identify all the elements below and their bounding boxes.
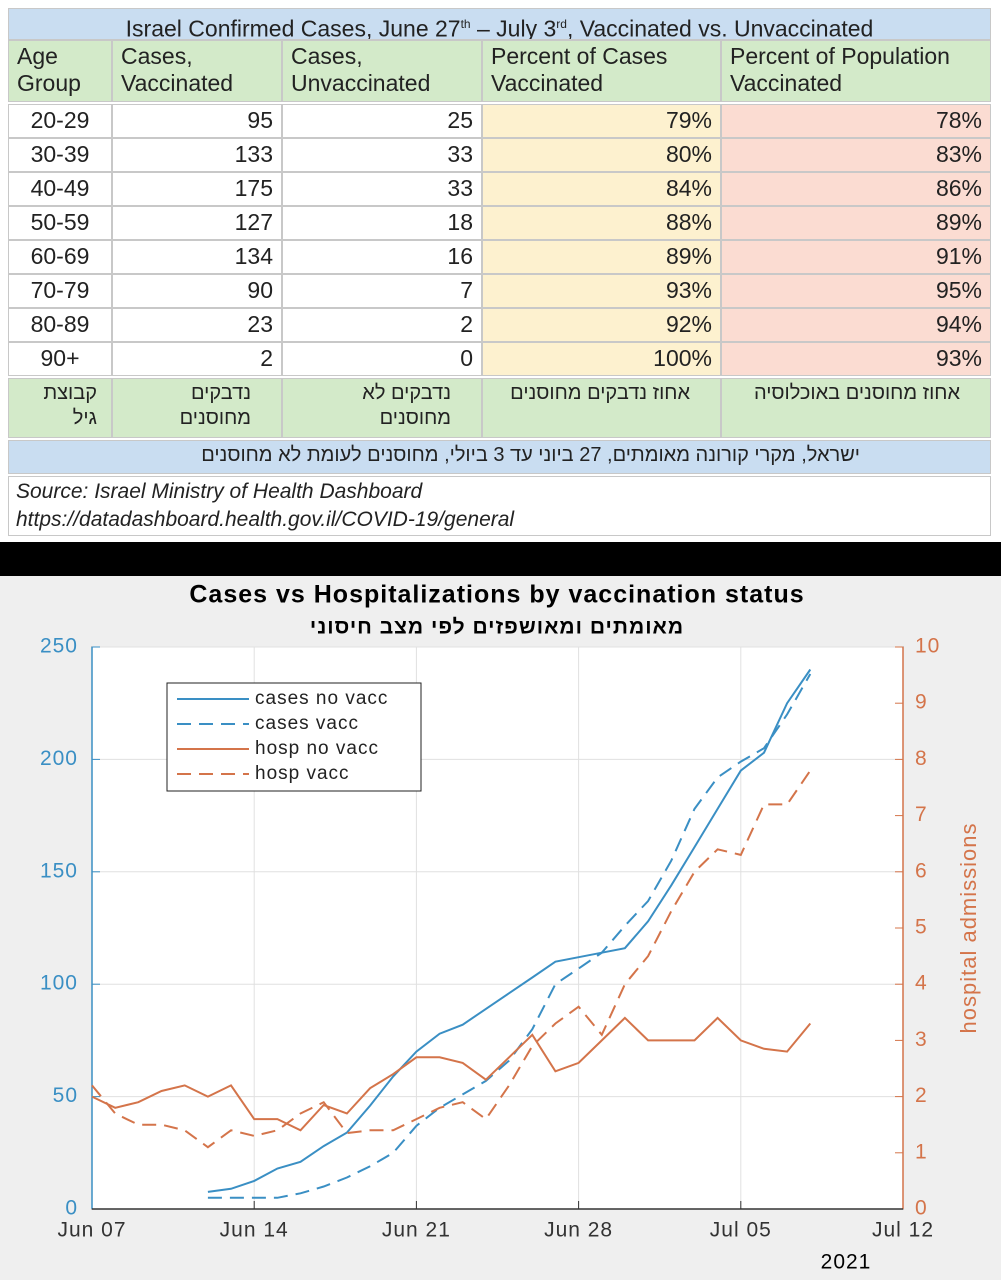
- table-cell: 7: [282, 274, 482, 308]
- table-cell: 133: [112, 138, 282, 172]
- y2-tick-label: 3: [915, 1028, 928, 1051]
- table-cell: 78%: [721, 104, 991, 138]
- y2-tick-label: 1: [915, 1140, 928, 1163]
- hebrew-header: אחוז מחוסנים באוכלוסיה: [721, 378, 991, 438]
- table-cell: 94%: [721, 308, 991, 342]
- legend-label: hosp no vacc: [255, 738, 379, 759]
- table-cell: 89%: [721, 206, 991, 240]
- title-part: , Vaccinated vs. Unvaccinated: [566, 15, 874, 40]
- table-cell: 20-29: [8, 104, 112, 138]
- table-cell: 16: [282, 240, 482, 274]
- y2-tick-label: 9: [915, 691, 928, 714]
- table-border: [8, 476, 991, 536]
- title-part: rd: [556, 17, 567, 31]
- chart: Cases vs Hospitalizations by vaccination…: [0, 576, 1001, 1280]
- series-line: [207, 668, 812, 1193]
- source-line: Source: Israel Ministry of Health Dashbo…: [16, 480, 423, 503]
- table-cell: 92%: [482, 308, 721, 342]
- hebrew-header: נדבקים מחוסנים: [112, 378, 282, 438]
- table-cell: 30-39: [8, 138, 112, 172]
- table-cell: 84%: [482, 172, 721, 206]
- table-cell: 18: [282, 206, 482, 240]
- table-cell: 91%: [721, 240, 991, 274]
- x-year-label: 2021: [821, 1251, 872, 1274]
- column-header: Age Group: [8, 40, 112, 102]
- y2-tick-label: 5: [915, 916, 928, 939]
- y2-tick-label: 7: [915, 803, 928, 826]
- table-cell: 93%: [482, 274, 721, 308]
- x-tick-label: Jun 21: [382, 1219, 451, 1242]
- table-cell: 50-59: [8, 206, 112, 240]
- y2-axis-label: hospital admissions: [956, 823, 981, 1034]
- y2-tick-label: 10: [915, 635, 940, 658]
- y-tick-label: 0: [65, 1197, 78, 1220]
- title-part: th: [460, 17, 471, 31]
- table-cell: 90: [112, 274, 282, 308]
- x-tick-label: Jun 07: [57, 1219, 126, 1242]
- y2-tick-label: 2: [915, 1084, 928, 1107]
- x-tick-label: Jul 05: [710, 1219, 772, 1242]
- y2-tick-label: 0: [915, 1197, 928, 1220]
- y-tick-label: 150: [40, 859, 78, 882]
- column-header: Percent of Population Vaccinated: [721, 40, 991, 102]
- table-cell: 80%: [482, 138, 721, 172]
- series-line: [91, 1016, 812, 1132]
- column-header: Cases, Unvaccinated: [282, 40, 482, 102]
- table-cell: 89%: [482, 240, 721, 274]
- series-line: [207, 673, 812, 1199]
- table-cell: 79%: [482, 104, 721, 138]
- y2-tick-label: 4: [915, 972, 928, 995]
- table-cell: 127: [112, 206, 282, 240]
- table-cell: 33: [282, 138, 482, 172]
- table-cell: 86%: [721, 172, 991, 206]
- column-header: Cases, Vaccinated: [112, 40, 282, 102]
- y-tick-label: 100: [40, 972, 78, 995]
- table-cell: 2: [112, 342, 282, 376]
- y-tick-label: 250: [40, 635, 78, 658]
- column-header: Percent of Cases Vaccinated: [482, 40, 721, 102]
- hebrew-header: נדבקים לא מחוסנים: [282, 378, 482, 438]
- table-cell: 134: [112, 240, 282, 274]
- chart-title: Cases vs Hospitalizations by vaccination…: [189, 581, 804, 609]
- title-part: Israel Confirmed Cases, June 27: [125, 15, 461, 40]
- table-cell: 60-69: [8, 240, 112, 274]
- table-cell: 33: [282, 172, 482, 206]
- title-part: – July 3: [470, 15, 557, 40]
- table-cell: 2: [282, 308, 482, 342]
- table-cell: 175: [112, 172, 282, 206]
- table-cell: 90+: [8, 342, 112, 376]
- table-cell: 95%: [721, 274, 991, 308]
- hebrew-header: אחוז נדבקים מחוסנים: [482, 378, 721, 438]
- legend-label: cases no vacc: [255, 688, 388, 709]
- table-title: Israel Confirmed Cases, June 27th – July…: [8, 8, 991, 40]
- source-line: https://datadashboard.health.gov.il/COVI…: [16, 508, 515, 531]
- legend-label: cases vacc: [255, 713, 359, 734]
- chart-subtitle: מאומתים ומאושפזים לפי מצב חיסוני: [310, 616, 684, 639]
- hebrew-header: קבוצת גיל: [8, 378, 112, 438]
- table: Israel Confirmed Cases, June 27th – July…: [0, 0, 1001, 542]
- legend-label: hosp vacc: [255, 763, 350, 784]
- x-tick-label: Jun 14: [220, 1219, 289, 1242]
- y2-tick-label: 6: [915, 859, 928, 882]
- table-cell: 0: [282, 342, 482, 376]
- separator: [0, 542, 1001, 576]
- table-cell: 80-89: [8, 308, 112, 342]
- x-tick-label: Jul 12: [872, 1219, 934, 1242]
- table-cell: 25: [282, 104, 482, 138]
- table-cell: 70-79: [8, 274, 112, 308]
- y2-tick-label: 8: [915, 747, 928, 770]
- series-line: [91, 770, 812, 1149]
- table-cell: 88%: [482, 206, 721, 240]
- table-cell: 95: [112, 104, 282, 138]
- table-cell: 93%: [721, 342, 991, 376]
- table-cell: 83%: [721, 138, 991, 172]
- table-cell: 40-49: [8, 172, 112, 206]
- x-tick-label: Jun 28: [544, 1219, 613, 1242]
- table-cell: 100%: [482, 342, 721, 376]
- table-cell: 23: [112, 308, 282, 342]
- y-tick-label: 50: [53, 1084, 78, 1107]
- hebrew-caption: ישראל, מקרי קורונה מאומתים, 27 ביוני עד …: [8, 440, 991, 474]
- y-tick-label: 200: [40, 747, 78, 770]
